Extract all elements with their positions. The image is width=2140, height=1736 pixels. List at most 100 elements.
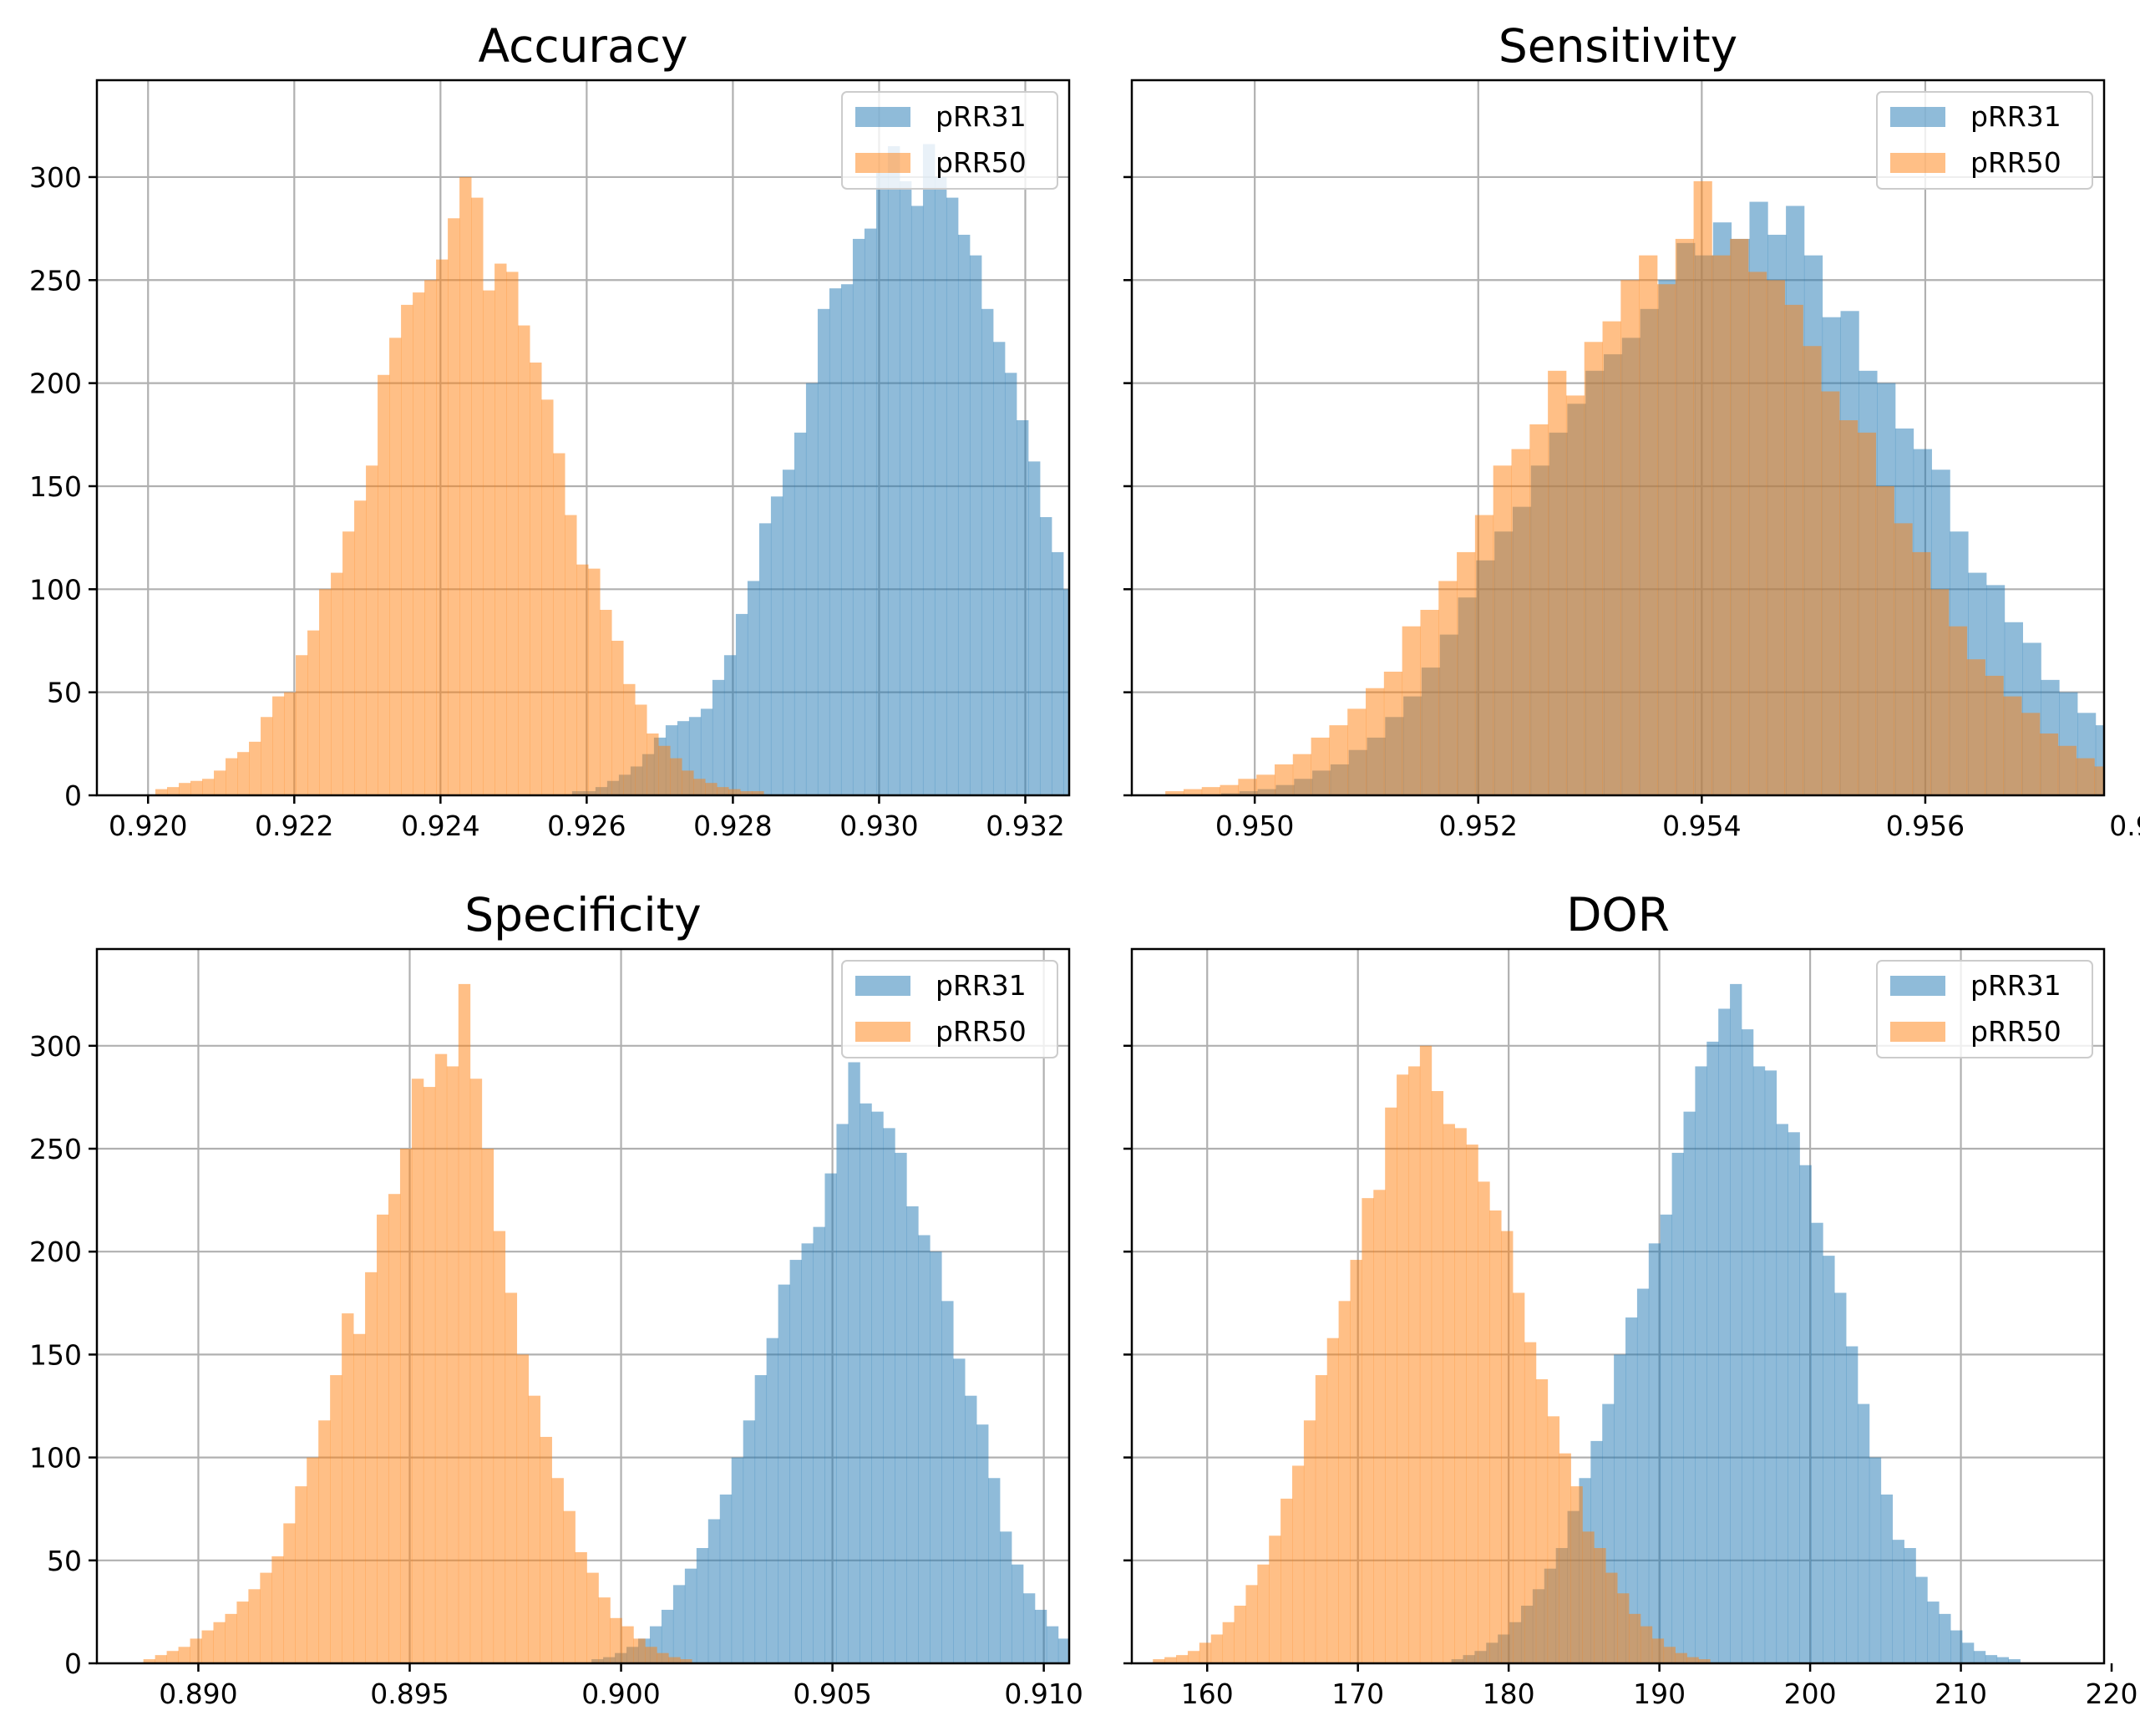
histogram-bar-pRR50 <box>1620 280 1640 795</box>
histogram-bar-pRR50 <box>446 1066 459 1663</box>
x-tick-label: 0.930 <box>839 810 918 842</box>
histogram-bar-pRR50 <box>1639 255 1658 795</box>
histogram-bar-pRR50 <box>1457 551 1476 795</box>
histogram-bar-pRR31 <box>719 1494 733 1663</box>
histogram-bar-pRR50 <box>1513 1292 1525 1663</box>
histogram-bar-pRR50 <box>1280 1498 1293 1663</box>
histogram-bar-pRR50 <box>1602 321 1621 795</box>
histogram-bar-pRR50 <box>272 696 285 795</box>
histogram-bar-pRR50 <box>377 1214 389 1663</box>
histogram-bar-pRR31 <box>684 1568 697 1663</box>
histogram-bar-pRR50 <box>1269 1535 1281 1663</box>
axes-frame <box>1130 79 2106 797</box>
histogram-bar-pRR50 <box>389 338 402 795</box>
histogram-bar-pRR31 <box>712 679 725 795</box>
histogram-bar-pRR50 <box>388 1194 401 1663</box>
x-tick-label: 200 <box>1784 1678 1837 1710</box>
histogram-bar-pRR31 <box>754 1375 768 1663</box>
chart-title: Accuracy <box>478 19 687 73</box>
histogram-bar-pRR50 <box>1419 1045 1433 1663</box>
histogram-bar-pRR31 <box>723 655 737 795</box>
legend-label-pRR50: pRR50 <box>936 1015 1027 1048</box>
histogram-bar-pRR31 <box>801 1243 814 1663</box>
histogram-bar-pRR50 <box>1478 1181 1490 1663</box>
histogram-bar-pRR50 <box>295 1486 307 1663</box>
histogram-bar-pRR31 <box>778 1284 790 1663</box>
histogram-bar-pRR50 <box>1565 395 1585 795</box>
histogram-bar-pRR50 <box>621 1626 634 1663</box>
histogram-bar-pRR31 <box>1776 1124 1788 1663</box>
x-tick-label: 0.958 <box>2109 810 2140 842</box>
histogram-bar-pRR31 <box>766 1338 779 1663</box>
histogram-bar-pRR31 <box>1039 516 1052 795</box>
histogram-bar-pRR50 <box>481 1149 494 1663</box>
histogram-bar-pRR50 <box>1238 779 1257 795</box>
histogram-bar-pRR50 <box>658 745 671 795</box>
histogram-bar-pRR50 <box>635 704 647 795</box>
legend-swatch-pRR31 <box>1890 107 1945 127</box>
histogram-bar-pRR50 <box>1153 1659 1165 1663</box>
histogram-bar-pRR50 <box>260 1572 272 1663</box>
histogram-bar-pRR50 <box>1222 1622 1235 1663</box>
legend-label-pRR31: pRR31 <box>936 969 1027 1002</box>
histogram-bar-pRR31 <box>700 708 713 795</box>
histogram-bar-pRR50 <box>1730 238 1749 795</box>
histogram-bar-pRR50 <box>1489 1210 1502 1663</box>
histogram-bar-pRR31 <box>782 470 795 795</box>
histogram-bar-pRR31 <box>817 308 830 795</box>
histogram-bar-pRR50 <box>1651 1638 1665 1663</box>
histogram-bar-pRR31 <box>1062 589 1069 795</box>
histogram-bar-pRR31 <box>696 1548 709 1663</box>
histogram-bar-pRR31 <box>910 206 924 795</box>
histogram-bar-pRR31 <box>941 1301 954 1663</box>
histogram-bar-pRR50 <box>1311 737 1330 795</box>
histogram-bar-pRR50 <box>623 683 636 795</box>
histogram-bar-pRR50 <box>1821 391 1840 795</box>
legend-label-pRR50: pRR50 <box>936 146 1027 179</box>
histogram-bar-pRR50 <box>586 1572 599 1663</box>
histogram-bar-pRR50 <box>179 783 191 795</box>
histogram-bar-pRR31 <box>1683 1111 1696 1663</box>
histogram-bar-pRR31 <box>871 1111 884 1663</box>
histogram-bar-pRR31 <box>1051 551 1064 795</box>
x-tick-label: 0.954 <box>1662 810 1741 842</box>
legend-label-pRR50: pRR50 <box>1970 146 2061 179</box>
histogram-bar-pRR50 <box>1686 1657 1699 1663</box>
histogram-bar-pRR50 <box>1402 626 1421 795</box>
histogram-bar-pRR50 <box>1894 523 1913 795</box>
histogram-bar-pRR50 <box>1329 725 1348 795</box>
histogram-bar-pRR50 <box>1501 1231 1514 1663</box>
histogram-bar-pRR50 <box>1535 1378 1549 1663</box>
histogram-bar-pRR50 <box>1640 1626 1653 1663</box>
histogram-bar-pRR50 <box>1210 1634 1224 1663</box>
histogram-bar-pRR50 <box>271 1556 284 1663</box>
x-tick-label: 0.905 <box>793 1678 871 1710</box>
histogram-bar-pRR50 <box>1559 1453 1571 1663</box>
y-tick-label: 200 <box>29 1236 82 1268</box>
histogram-bar-pRR50 <box>740 791 753 795</box>
histogram-bar-pRR50 <box>354 500 367 795</box>
histogram-bar-pRR31 <box>906 1206 919 1663</box>
histogram-bar-pRR31 <box>1660 1214 1673 1663</box>
histogram-bar-pRR31 <box>946 197 959 795</box>
legend-label-pRR31: pRR31 <box>1970 100 2061 133</box>
histogram-bar-pRR50 <box>530 362 542 795</box>
histogram-bar-pRR50 <box>448 218 460 795</box>
histogram-bar-pRR50 <box>261 717 273 795</box>
histogram-bar-pRR50 <box>436 259 449 795</box>
histogram-bar-pRR31 <box>661 1609 674 1663</box>
histogram-bar-pRR50 <box>330 1375 342 1663</box>
y-tick-label: 0 <box>64 1647 82 1680</box>
histogram-bars <box>1165 180 2104 795</box>
histogram-bar-pRR31 <box>1788 1132 1800 1663</box>
histogram-bar-pRR50 <box>202 779 215 795</box>
histogram-bar-pRR31 <box>735 613 748 795</box>
histogram-bar-pRR50 <box>588 568 601 795</box>
subplot-sensitivity: 0.950 0.952 0.954 0.956 0.958 Sensitivity pRR3… <box>1123 19 2140 842</box>
x-tick-label: 160 <box>1181 1678 1234 1710</box>
histogram-bar-pRR50 <box>1315 1375 1328 1663</box>
histogram-bar-pRR50 <box>1407 1066 1421 1663</box>
x-tick-label: 0.922 <box>255 810 333 842</box>
histogram-bar-pRR50 <box>1656 284 1676 795</box>
histogram-bar-pRR50 <box>458 983 471 1663</box>
